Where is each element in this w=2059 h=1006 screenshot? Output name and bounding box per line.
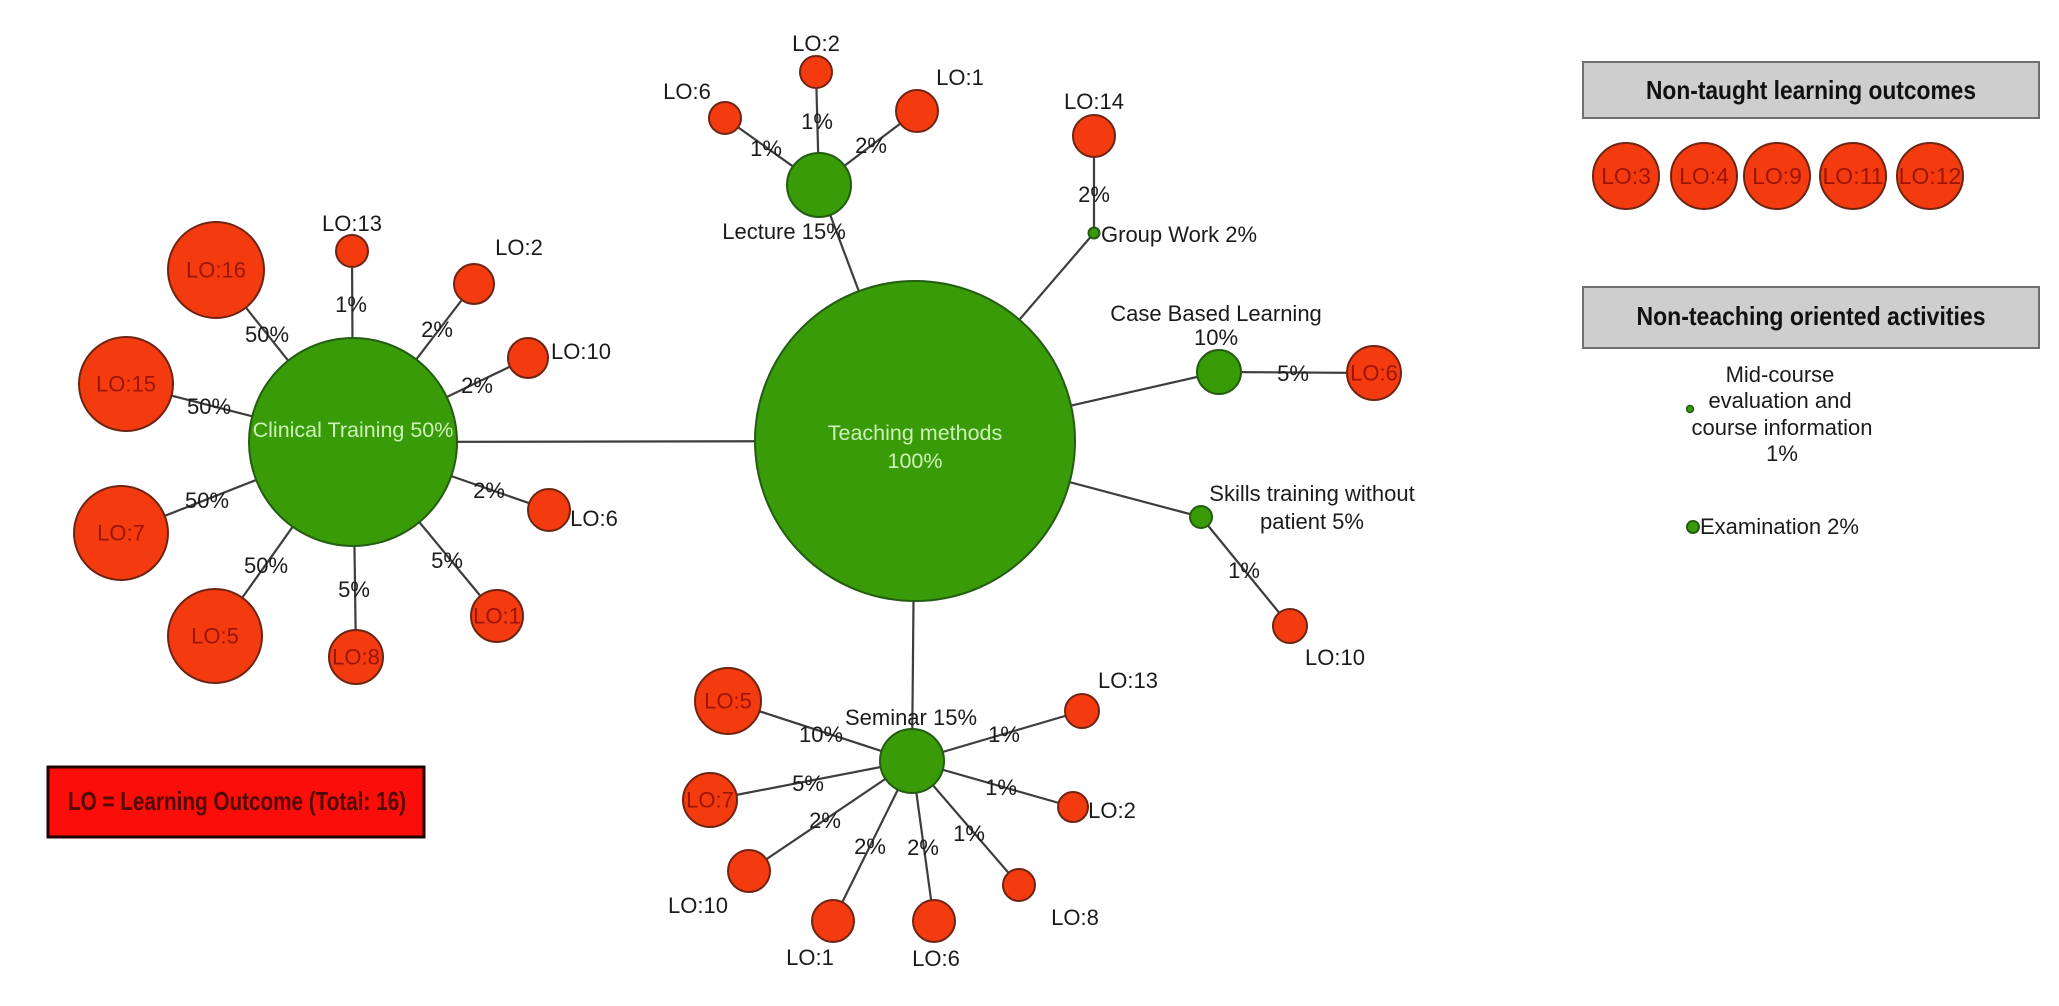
- svg-text:10%: 10%: [799, 722, 843, 747]
- svg-text:1%: 1%: [1228, 558, 1260, 583]
- svg-text:Case Based Learning: Case Based Learning: [1110, 301, 1322, 326]
- svg-text:Mid-course: Mid-course: [1726, 362, 1835, 387]
- svg-text:5%: 5%: [338, 577, 370, 602]
- svg-text:course information: course information: [1692, 415, 1873, 440]
- svg-text:LO:14: LO:14: [1064, 89, 1124, 114]
- svg-text:2%: 2%: [854, 834, 886, 859]
- svg-text:2%: 2%: [809, 808, 841, 833]
- svg-text:LO:2: LO:2: [495, 235, 543, 260]
- svg-text:2%: 2%: [855, 133, 887, 158]
- svg-text:5%: 5%: [1277, 361, 1309, 386]
- svg-text:LO:6: LO:6: [663, 79, 711, 104]
- svg-text:5%: 5%: [431, 548, 463, 573]
- svg-text:Lecture 15%: Lecture 15%: [722, 219, 846, 244]
- svg-text:LO:1: LO:1: [786, 945, 834, 970]
- svg-text:Examination 2%: Examination 2%: [1700, 514, 1859, 539]
- svg-text:LO:6: LO:6: [1350, 361, 1398, 386]
- svg-text:Seminar 15%: Seminar 15%: [845, 705, 977, 730]
- svg-text:5%: 5%: [792, 771, 824, 796]
- svg-text:1%: 1%: [985, 775, 1017, 800]
- svg-text:LO = Learning Outcome (Total:: LO = Learning Outcome (Total: 16): [68, 786, 406, 816]
- svg-text:LO:10: LO:10: [668, 893, 728, 918]
- svg-text:LO:7: LO:7: [686, 788, 734, 813]
- svg-text:LO:12: LO:12: [1899, 163, 1962, 189]
- svg-text:1%: 1%: [335, 292, 367, 317]
- svg-text:Skills training without: Skills training without: [1209, 481, 1414, 506]
- svg-text:LO:16: LO:16: [186, 258, 246, 283]
- svg-text:2%: 2%: [1078, 182, 1110, 207]
- svg-text:LO:3: LO:3: [1601, 163, 1651, 189]
- svg-text:1%: 1%: [750, 136, 782, 161]
- svg-text:2%: 2%: [461, 373, 493, 398]
- svg-text:Teaching methods: Teaching methods: [828, 421, 1003, 445]
- svg-text:2%: 2%: [907, 835, 939, 860]
- svg-text:1%: 1%: [988, 722, 1020, 747]
- svg-text:patient 5%: patient 5%: [1260, 509, 1364, 534]
- svg-text:LO:8: LO:8: [332, 645, 380, 670]
- svg-text:LO:11: LO:11: [1823, 163, 1884, 189]
- svg-text:50%: 50%: [245, 322, 289, 347]
- svg-text:LO:15: LO:15: [96, 372, 156, 397]
- svg-text:LO:10: LO:10: [1305, 645, 1365, 670]
- svg-text:Non-teaching oriented activiti: Non-teaching oriented activities: [1637, 301, 1986, 331]
- svg-text:2%: 2%: [473, 478, 505, 503]
- svg-text:LO:8: LO:8: [1051, 905, 1099, 930]
- svg-text:1%: 1%: [801, 109, 833, 134]
- svg-text:LO:5: LO:5: [191, 624, 239, 649]
- svg-text:LO:9: LO:9: [1752, 163, 1802, 189]
- svg-text:50%: 50%: [244, 553, 288, 578]
- svg-text:2%: 2%: [421, 317, 453, 342]
- svg-text:LO:4: LO:4: [1679, 163, 1729, 189]
- svg-text:LO:1: LO:1: [936, 65, 984, 90]
- svg-text:1%: 1%: [953, 821, 985, 846]
- svg-text:1%: 1%: [1766, 441, 1798, 466]
- svg-text:LO:1: LO:1: [473, 604, 521, 629]
- svg-text:LO:10: LO:10: [551, 339, 611, 364]
- svg-text:100%: 100%: [888, 449, 943, 473]
- svg-text:10%: 10%: [1194, 325, 1238, 350]
- svg-text:LO:6: LO:6: [912, 946, 960, 971]
- svg-text:Group Work 2%: Group Work 2%: [1101, 222, 1257, 247]
- svg-text:LO:6: LO:6: [570, 506, 618, 531]
- svg-text:LO:2: LO:2: [792, 31, 840, 56]
- svg-text:LO:13: LO:13: [1098, 668, 1158, 693]
- svg-text:50%: 50%: [185, 488, 229, 513]
- svg-text:Non-taught learning outcomes: Non-taught learning outcomes: [1646, 75, 1976, 105]
- svg-text:50%: 50%: [187, 394, 231, 419]
- svg-text:LO:5: LO:5: [704, 689, 752, 714]
- svg-text:evaluation and: evaluation and: [1708, 388, 1851, 413]
- svg-text:LO:13: LO:13: [322, 211, 382, 236]
- svg-text:LO:2: LO:2: [1088, 798, 1136, 823]
- svg-text:LO:7: LO:7: [97, 521, 145, 546]
- svg-text:Clinical Training 50%: Clinical Training 50%: [253, 418, 454, 442]
